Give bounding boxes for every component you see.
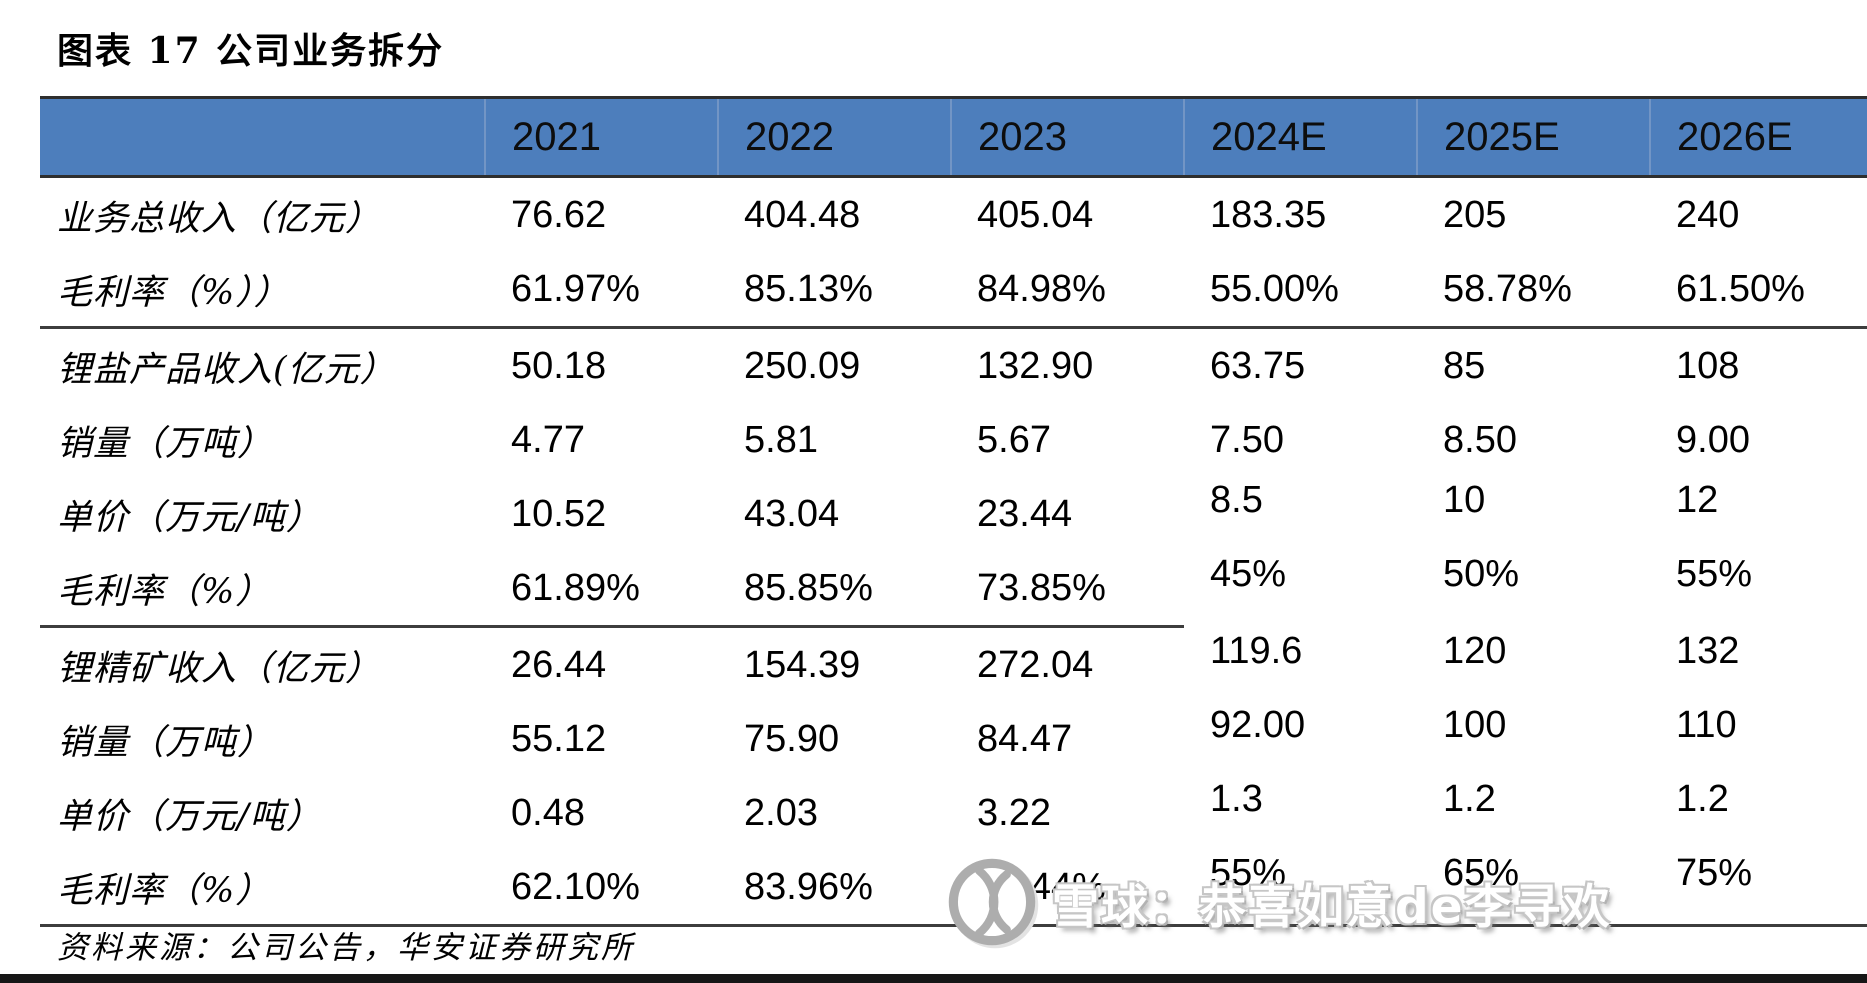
cell-value: 45% xyxy=(1184,537,1417,613)
row-label: 业务总收入（亿元） xyxy=(40,176,485,252)
cell-value: 205 xyxy=(1417,176,1650,252)
table-row-total-gross-margin: 毛利率（%）） 61.97% 85.13% 84.98% 55.00% 58.7… xyxy=(40,252,1867,328)
cell-value: 75% xyxy=(1650,836,1867,913)
table-row-lithium-salt-gross-margin: 毛利率（%） 61.89% 85.85% 73.85% 45% 50% 55% xyxy=(40,537,1867,627)
cell-value: 85 xyxy=(1417,326,1650,403)
cell-value: 65% xyxy=(1417,836,1650,913)
header-year-2026e: 2026E xyxy=(1649,96,1867,178)
watermark-text: 雪球：恭喜如意de李寻欢 xyxy=(1052,879,1612,935)
cell-value: 23.44 xyxy=(951,477,1184,551)
cell-value: 2.03 xyxy=(718,776,951,850)
cell-value: 73.85% xyxy=(951,551,1184,627)
cell-value: 61.97% xyxy=(485,252,718,328)
header-empty-cell xyxy=(40,96,485,178)
header-year-2023: 2023 xyxy=(950,96,1184,178)
cell-value: 108 xyxy=(1650,326,1867,403)
cell-value: 85.85% xyxy=(718,551,951,627)
cell-value: 154.39 xyxy=(718,625,951,702)
cell-value: 61.50% xyxy=(1650,252,1867,328)
cell-value: 55% xyxy=(1184,836,1417,913)
header-year-2022: 2022 xyxy=(717,96,951,178)
cell-value: 1.2 xyxy=(1650,762,1867,836)
cell-value: 43.04 xyxy=(718,477,951,551)
cell-value: 83.96% xyxy=(718,850,951,927)
cell-value: 85.13% xyxy=(718,252,951,328)
row-label: 锂精矿收入（亿元） xyxy=(40,625,485,702)
cell-value: 75.90 xyxy=(718,702,951,776)
header-year-2025e: 2025E xyxy=(1416,96,1650,178)
cell-value: 5.67 xyxy=(951,403,1184,477)
cell-value: 1.3 xyxy=(1184,762,1417,836)
row-label: 单价（万元/吨） xyxy=(40,776,485,850)
cell-value: 84.47 xyxy=(951,702,1184,776)
table-row-spodumene-volume: 销量（万吨） 55.12 75.90 84.47 92.00 100 110 xyxy=(40,688,1867,776)
cell-value: 55.00% xyxy=(1184,252,1417,328)
cell-value: 100 xyxy=(1417,688,1650,762)
table-header-row: 2021 2022 2023 2024E 2025E 2026E xyxy=(40,96,1867,178)
table-row-lithium-salt-revenue: 锂盐产品收入(亿元） 50.18 250.09 132.90 63.75 85 … xyxy=(40,326,1867,403)
cell-value: 250.09 xyxy=(718,326,951,403)
cell-value: 272.04 xyxy=(951,625,1184,702)
bottom-rule xyxy=(0,974,1867,983)
cell-value: 55.12 xyxy=(485,702,718,776)
cell-value: 4.77 xyxy=(485,403,718,477)
cell-value: 63.75 xyxy=(1184,326,1417,403)
cell-value: 10.52 xyxy=(485,477,718,551)
cell-value: 50% xyxy=(1417,537,1650,613)
cell-value: 120 xyxy=(1417,611,1650,688)
table-body: 业务总收入（亿元） 76.62 404.48 405.04 183.35 205… xyxy=(40,176,1867,927)
cell-value: 0.48 xyxy=(485,776,718,850)
cell-value: 92.00 xyxy=(1184,688,1417,762)
table-row-total-revenue: 业务总收入（亿元） 76.62 404.48 405.04 183.35 205… xyxy=(40,176,1867,252)
cell-value: 132 xyxy=(1650,611,1867,688)
cell-value: 8.5 xyxy=(1184,463,1417,537)
cell-value: 132.90 xyxy=(951,326,1184,403)
source-note: 资料来源：公司公告，华安证券研究所 xyxy=(57,930,635,966)
cell-value: 61.89% xyxy=(485,551,718,627)
cell-value: 5.81 xyxy=(718,403,951,477)
cell-value: 62.10% xyxy=(485,850,718,927)
header-year-2021: 2021 xyxy=(484,96,718,178)
cell-value: 26.44 xyxy=(485,625,718,702)
cell-value: 76.62 xyxy=(485,176,718,252)
xueqiu-logo-icon xyxy=(948,858,1036,946)
row-label: 毛利率（%）） xyxy=(40,252,485,328)
xueqiu-watermark: 雪球：恭喜如意de李寻欢 xyxy=(946,856,1612,948)
cell-value: 183.35 xyxy=(1184,176,1417,252)
cell-value: 55% xyxy=(1650,537,1867,613)
row-label: 销量（万吨） xyxy=(40,403,485,477)
figure-title: 图表 17 公司业务拆分 xyxy=(57,30,445,72)
table-header: 2021 2022 2023 2024E 2025E 2026E xyxy=(40,96,1867,178)
cell-value: 84.98% xyxy=(951,252,1184,328)
business-breakdown-table: 2021 2022 2023 2024E 2025E 2026E 业务总收入（亿… xyxy=(40,96,1867,927)
cell-value: 404.48 xyxy=(718,176,951,252)
row-label: 销量（万吨） xyxy=(40,702,485,776)
cell-value: 50.18 xyxy=(485,326,718,403)
cell-value: 110 xyxy=(1650,688,1867,762)
table-row-lithium-salt-price: 单价（万元/吨） 10.52 43.04 23.44 8.5 10 12 xyxy=(40,463,1867,551)
table-row-spodumene-revenue: 锂精矿收入（亿元） 26.44 154.39 272.04 119.6 120 … xyxy=(40,611,1867,702)
row-label: 单价（万元/吨） xyxy=(40,477,485,551)
cell-value: 3.22 xyxy=(951,776,1184,850)
cell-value: 58.78% xyxy=(1417,252,1650,328)
header-year-2024e: 2024E xyxy=(1183,96,1417,178)
cell-value: 405.04 xyxy=(951,176,1184,252)
cell-value: 119.6 xyxy=(1184,611,1417,688)
cell-value: 12 xyxy=(1650,463,1867,537)
cell-value: 10 xyxy=(1417,463,1650,537)
table-row-spodumene-price: 单价（万元/吨） 0.48 2.03 3.22 1.3 1.2 1.2 xyxy=(40,762,1867,850)
cell-value: 240 xyxy=(1650,176,1867,252)
row-label: 毛利率（%） xyxy=(40,551,485,627)
row-label: 毛利率（%） xyxy=(40,850,485,927)
row-label: 锂盐产品收入(亿元） xyxy=(40,326,485,403)
cell-value: 1.2 xyxy=(1417,762,1650,836)
